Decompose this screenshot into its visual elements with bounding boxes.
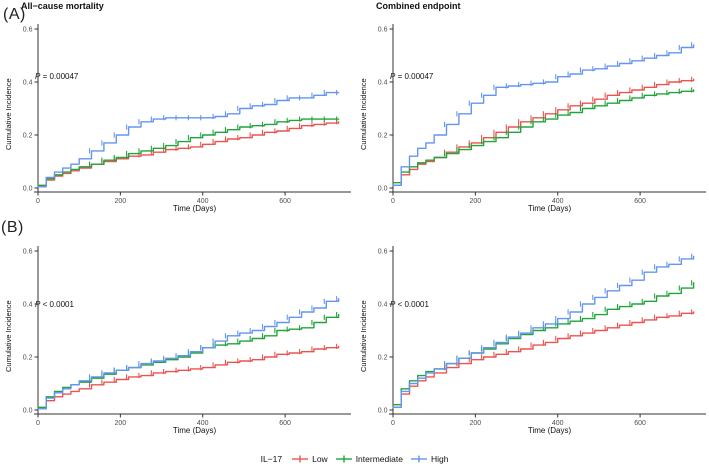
svg-text:0.6: 0.6 (378, 26, 388, 33)
legend-item-high: High (410, 454, 448, 464)
x-axis-label: Time (Days) (527, 204, 572, 213)
line-cross-marker-icon (410, 455, 427, 463)
svg-text:200: 200 (115, 198, 127, 205)
svg-text:0: 0 (36, 198, 40, 205)
p-value-number: = 0.00047 (395, 72, 434, 81)
svg-text:0.4: 0.4 (23, 301, 33, 308)
svg-text:0.2: 0.2 (378, 354, 388, 361)
svg-text:0.4: 0.4 (378, 301, 388, 308)
svg-text:600: 600 (279, 198, 291, 205)
svg-text:600: 600 (279, 420, 291, 427)
legend-item-label: High (430, 454, 449, 464)
x-axis-label: Time (Days) (172, 426, 217, 435)
svg-text:0.6: 0.6 (378, 248, 388, 255)
svg-text:400: 400 (197, 198, 209, 205)
p-value-number: = 0.00047 (40, 72, 79, 81)
panel-b-label: (B) (1, 219, 24, 236)
svg-text:0.0: 0.0 (23, 185, 33, 192)
svg-text:0.0: 0.0 (378, 407, 388, 414)
legend: IL−17 Low Intermediate High (0, 451, 709, 467)
survival-plot: 0.0 0.2 0.4 0.6 0 200 400 600 (378, 246, 706, 427)
svg-text:0: 0 (391, 198, 395, 205)
chart-title: Combined endpoint (376, 1, 461, 11)
svg-text:0.0: 0.0 (23, 407, 33, 414)
p-value-number: < 0.0001 (40, 300, 74, 309)
svg-text:0.0: 0.0 (378, 185, 388, 192)
svg-text:0: 0 (391, 420, 395, 427)
survival-plot: 0.0 0.2 0.4 0.6 0 200 400 600 (23, 246, 351, 427)
chart-title: All−cause mortality (21, 1, 104, 11)
legend-item-label: Intermediate (355, 454, 403, 464)
svg-text:0: 0 (36, 420, 40, 427)
svg-text:0.4: 0.4 (23, 79, 33, 86)
svg-text:400: 400 (197, 420, 209, 427)
svg-text:0.2: 0.2 (23, 132, 33, 139)
svg-text:200: 200 (115, 420, 127, 427)
svg-text:600: 600 (634, 198, 646, 205)
legend-item-low: Low (291, 454, 328, 464)
svg-text:0.6: 0.6 (23, 26, 33, 33)
legend-item-intermediate: Intermediate (335, 454, 403, 464)
legend-item-label: Low (312, 454, 328, 464)
svg-text:0.2: 0.2 (378, 132, 388, 139)
svg-text:0.4: 0.4 (378, 79, 388, 86)
line-cross-marker-icon (335, 455, 352, 463)
chart-panel-b-mortality: Cumulative Incidence P < 0.0001 0.00.20.… (0, 222, 355, 440)
panel-a-label: (A) (3, 6, 26, 23)
svg-text:600: 600 (634, 420, 646, 427)
svg-text:200: 200 (470, 420, 482, 427)
p-value-number: < 0.0001 (395, 300, 429, 309)
x-axis-label: Time (Days) (172, 204, 217, 213)
x-axis-label: Time (Days) (527, 426, 572, 435)
svg-text:0.2: 0.2 (23, 354, 33, 361)
chart-panel-b-combined: Cumulative Incidence P < 0.0001 0.00.20.… (355, 222, 709, 440)
survival-plot: 0.0 0.2 0.4 0.6 0 200 400 600 (23, 24, 351, 205)
svg-text:200: 200 (470, 198, 482, 205)
survival-plot: 0.0 0.2 0.4 0.6 0 200 400 600 (378, 24, 706, 205)
chart-panel-a-combined: Combined endpoint Cumulative Incidence P… (355, 0, 709, 218)
svg-text:400: 400 (552, 198, 564, 205)
line-cross-marker-icon (292, 455, 309, 463)
chart-panel-a-mortality: All−cause mortality Cumulative Incidence… (0, 0, 355, 218)
svg-text:0.6: 0.6 (23, 248, 33, 255)
legend-title: IL−17 (260, 454, 283, 464)
svg-text:400: 400 (552, 420, 564, 427)
